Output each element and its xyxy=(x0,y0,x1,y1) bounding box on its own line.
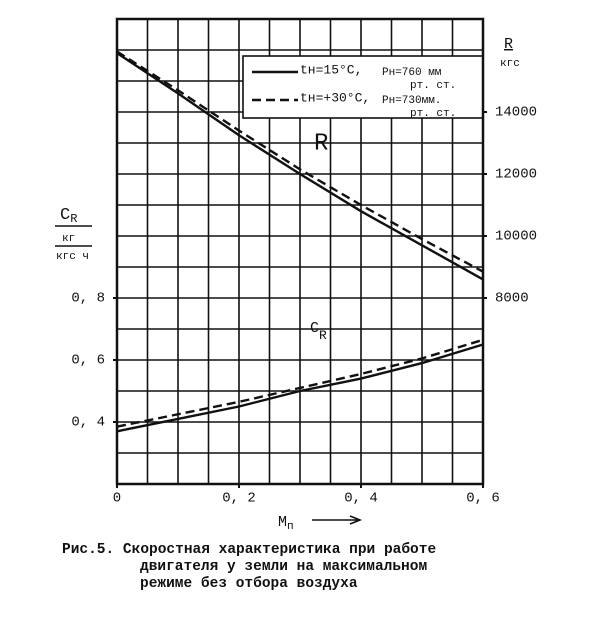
y2-tick-label: 12000 xyxy=(495,167,537,183)
legend-box xyxy=(242,55,484,119)
y-tick-label: 0, 6 xyxy=(71,353,105,369)
x-label: Mп xyxy=(278,514,294,533)
data-line xyxy=(116,52,484,281)
legend-label: рт. ст. xyxy=(410,108,456,120)
y2-tick-label: 14000 xyxy=(495,105,537,121)
curve-label-main: C xyxy=(310,320,319,337)
curve-label: CR xyxy=(310,320,327,343)
y-tick-label: 0, 4 xyxy=(71,415,105,431)
y-label-unit: кгс ч xyxy=(56,251,89,263)
x-tick-label: 0, 4 xyxy=(344,491,378,507)
y-label-unit: кг xyxy=(62,233,75,245)
y-label-sub: R xyxy=(70,212,77,226)
data-line xyxy=(116,50,484,273)
x-tick-label: 0, 2 xyxy=(222,491,256,507)
y2-label-unit: кгс xyxy=(500,58,520,70)
data-line xyxy=(116,343,484,433)
y-label: CR xyxy=(60,206,77,226)
y-label-symbol: C xyxy=(60,206,70,225)
caption: режиме без отбора воздуха xyxy=(140,576,358,592)
data-line xyxy=(116,338,484,428)
x-tick-label: 0, 6 xyxy=(466,491,500,507)
curve-label-sub: R xyxy=(319,328,327,343)
y-tick-label: 0, 8 xyxy=(71,291,105,307)
legend-label: Pн=730мм. xyxy=(382,95,441,107)
caption: двигателя у земли на максимальном xyxy=(140,559,427,575)
y2-tick-label: 10000 xyxy=(495,229,537,245)
legend-label: tн=+30°C, xyxy=(300,90,370,105)
x-label-sub: п xyxy=(287,521,294,533)
legend-label: tн=15°C, xyxy=(300,62,362,77)
x-tick-label: 0 xyxy=(113,491,121,507)
y2-tick-label: 8000 xyxy=(495,291,529,307)
legend-label: рт. ст. xyxy=(410,80,456,92)
x-label-symbol: M xyxy=(278,514,287,531)
curve-label: R xyxy=(314,130,328,157)
y2-label: R xyxy=(504,36,513,53)
x-arrow xyxy=(312,515,363,525)
legend-label: Pн=760 мм xyxy=(382,67,442,79)
plot-frame xyxy=(115,17,485,486)
caption: Рис.5. Скоростная характеристика при раб… xyxy=(62,542,436,558)
